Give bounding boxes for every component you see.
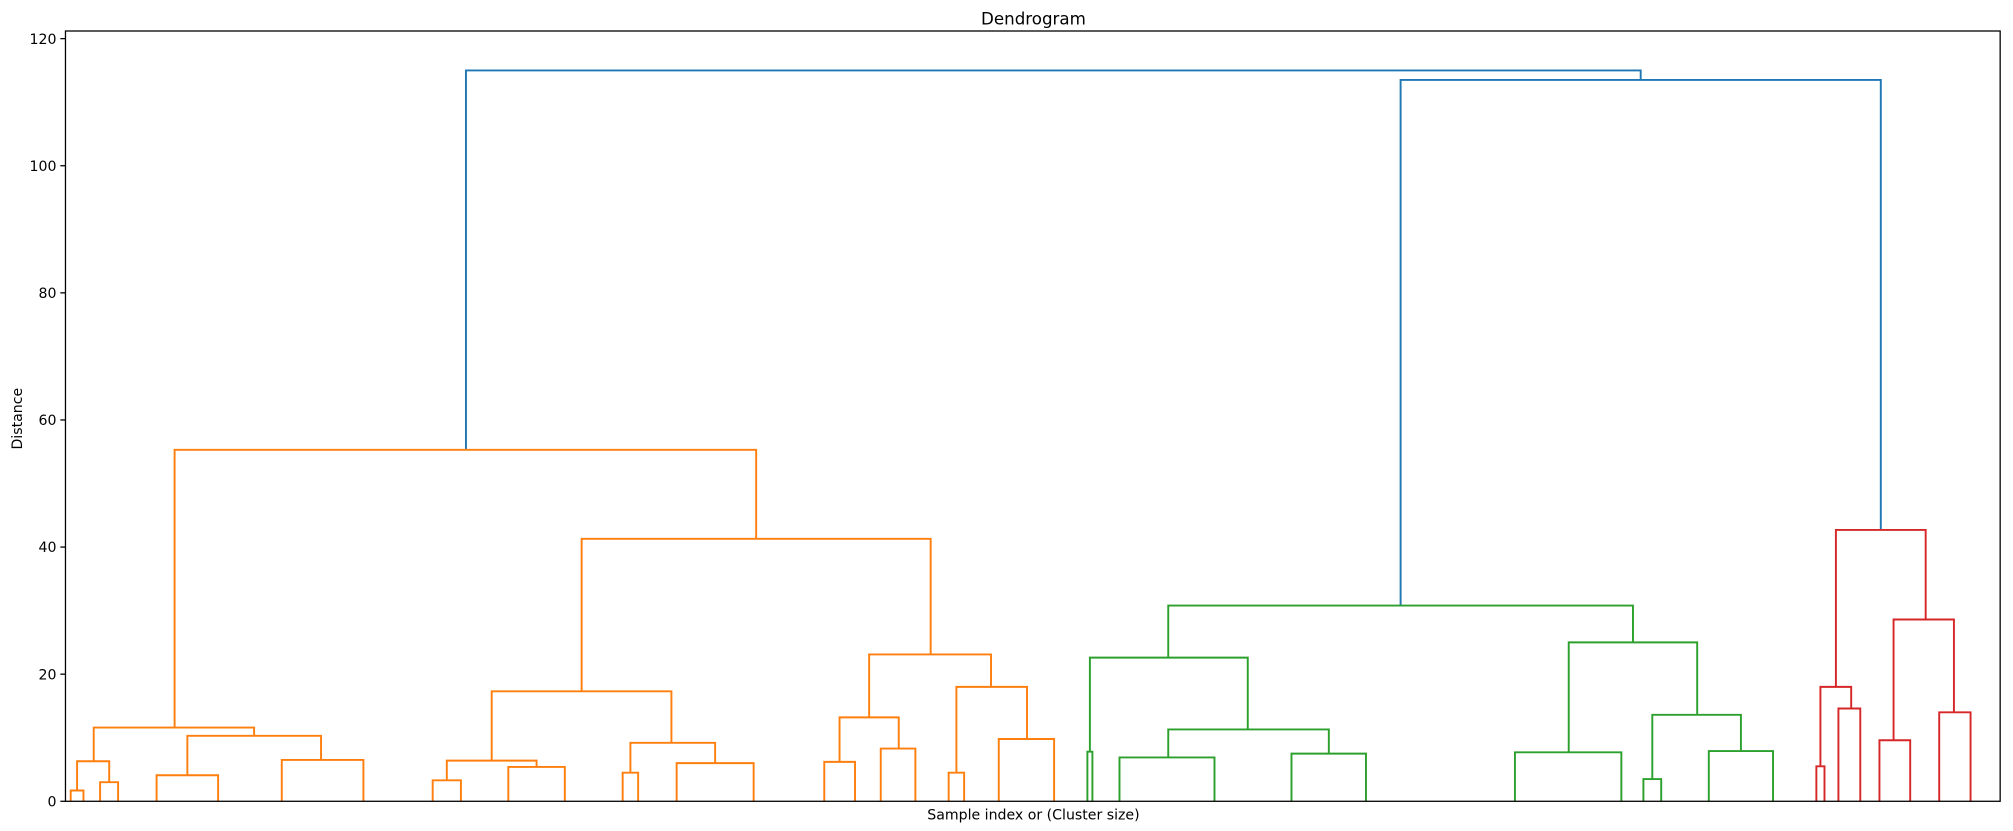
- x-axis-label: Sample index or (Cluster size): [927, 807, 1139, 823]
- chart-title: Dendrogram: [981, 10, 1086, 29]
- dendrogram-link-33: [1651, 713, 1742, 780]
- dendrogram-link-4: [76, 760, 111, 791]
- dendrogram-link-34: [1642, 778, 1663, 802]
- dendrogram-link-26: [1088, 656, 1249, 752]
- y-tick-label: 120: [30, 32, 57, 48]
- dendrogram-link-13: [431, 779, 462, 802]
- dendrogram-link-12: [445, 759, 538, 781]
- y-tick-label: 60: [39, 413, 57, 429]
- dendrogram-link-30: [1290, 752, 1367, 802]
- dendrogram-link-29: [1118, 756, 1216, 802]
- dendrogram-link-3: [92, 726, 256, 762]
- dendrogram-link-11: [490, 690, 673, 761]
- dendrogram-link-19: [838, 716, 900, 762]
- dendrogram-link-37: [1819, 685, 1853, 767]
- y-tick-label: 100: [30, 159, 57, 175]
- dendrogram-link-32: [1513, 751, 1623, 802]
- y-tick-label: 0: [48, 794, 57, 810]
- dendrogram-link-36: [1834, 528, 1927, 687]
- dendrogram-link-41: [1878, 739, 1912, 802]
- y-tick-label: 80: [39, 286, 57, 302]
- y-tick-label: 20: [39, 667, 57, 683]
- plot-frame: [64, 30, 2001, 802]
- dendrogram-link-38: [1815, 765, 1826, 802]
- dendrogram-link-42: [1938, 711, 1972, 802]
- dendrogram-link-27: [1086, 750, 1094, 802]
- dendrogram-link-22: [955, 685, 1028, 773]
- dendrogram-link-7: [186, 734, 323, 776]
- y-tick-label: 40: [39, 540, 57, 556]
- dendrogram-link-40: [1892, 618, 1955, 741]
- dendrogram-link-2: [173, 448, 758, 728]
- dendrogram-link-0: [464, 69, 1642, 450]
- dendrogram-link-39: [1837, 707, 1862, 802]
- dendrogram-link-24: [997, 738, 1056, 802]
- dendrogram-links: [69, 69, 1972, 802]
- dendrogram-link-20: [823, 760, 856, 802]
- dendrogram-link-18: [868, 653, 992, 718]
- dendrogram-link-23: [947, 771, 966, 802]
- dendrogram-link-25: [1167, 604, 1634, 658]
- dendrogram-link-31: [1567, 641, 1699, 753]
- dendrogram-link-15: [629, 741, 717, 773]
- dendrogram-link-8: [155, 774, 220, 802]
- dendrogram-link-6: [99, 781, 120, 802]
- y-axis-ticks: 0 20 40 60 80 100 120: [30, 32, 66, 810]
- dendrogram-link-9: [280, 759, 365, 802]
- dendrogram-link-17: [675, 762, 755, 802]
- dendrogram-link-10: [580, 537, 932, 692]
- dendrogram-link-28: [1167, 728, 1330, 758]
- dendrogram-link-5: [69, 789, 85, 802]
- dendrogram-link-16: [621, 771, 640, 802]
- y-axis-label: Distance: [10, 388, 26, 450]
- dendrogram-link-21: [879, 747, 917, 802]
- dendrogram-link-14: [507, 765, 566, 802]
- dendrogram-link-1: [1399, 78, 1882, 606]
- dendrogram-link-35: [1707, 750, 1774, 802]
